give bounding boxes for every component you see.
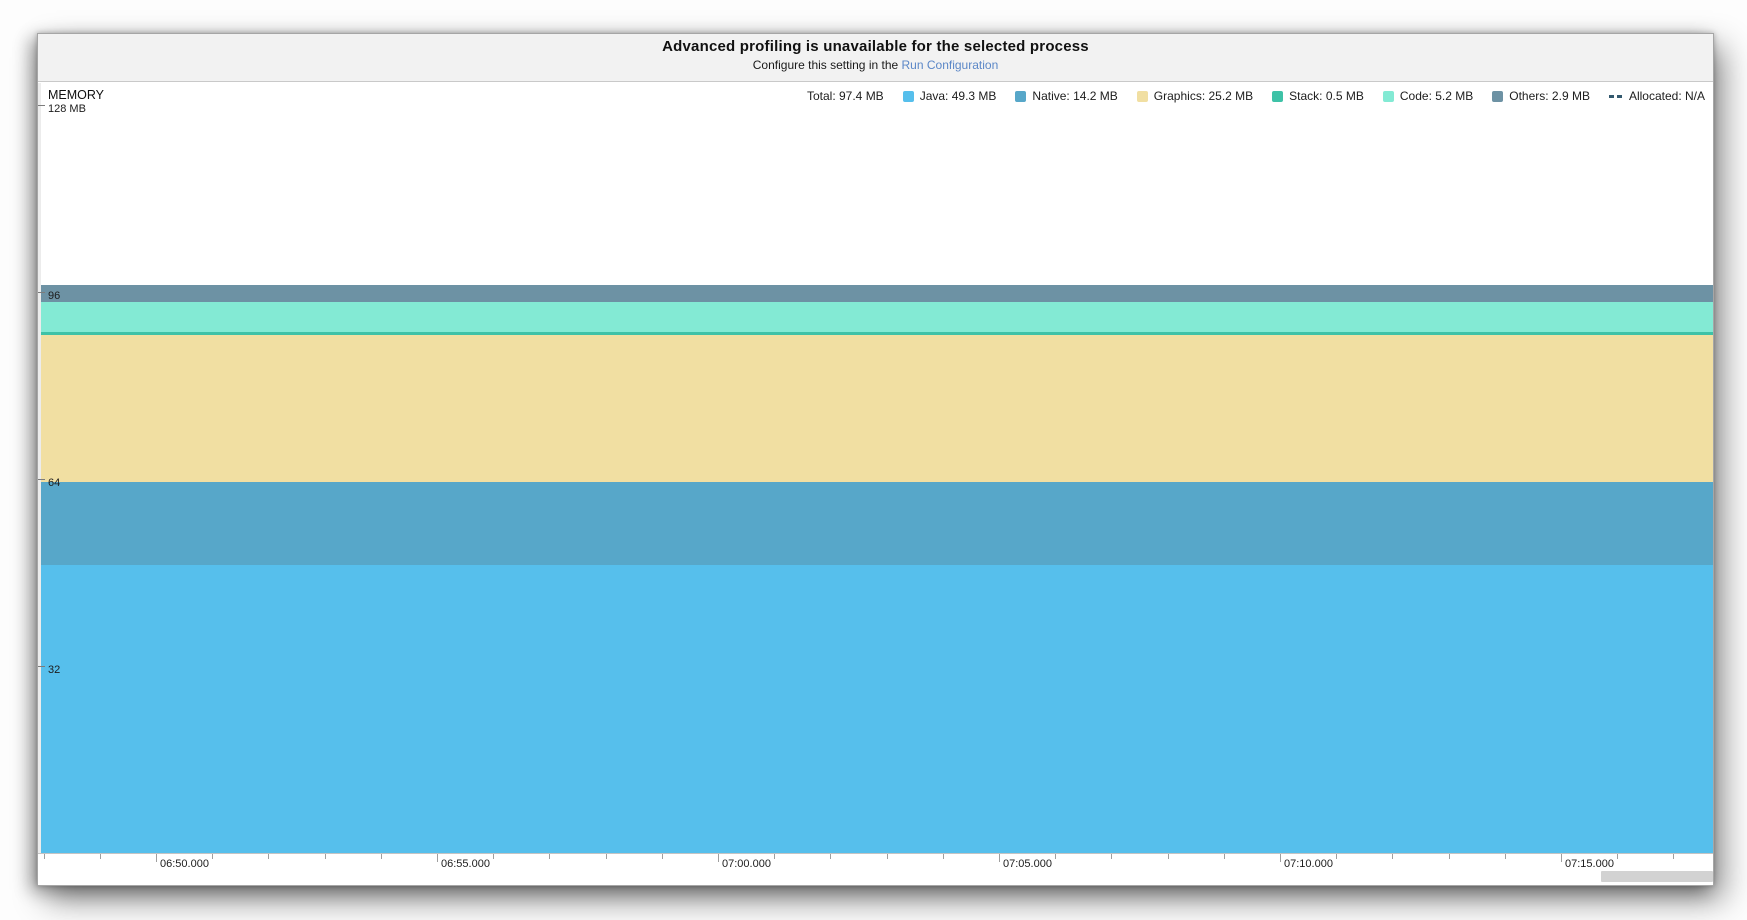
banner-title: Advanced profiling is unavailable for th…: [662, 38, 1089, 55]
x-tick-label: 07:05.000: [1003, 858, 1052, 870]
others-area[interactable]: [41, 284, 1713, 302]
x-minor-tick-mark: [1617, 854, 1618, 859]
x-minor-tick-mark: [1168, 854, 1169, 859]
legend-item-others: Others: 2.9 MB: [1492, 89, 1590, 103]
x-minor-tick-mark: [943, 854, 944, 859]
legend-label: Others: 2.9 MB: [1509, 89, 1590, 103]
banner-subtitle: Configure this setting in the Run Config…: [38, 58, 1713, 72]
x-tick-label: 07:10.000: [1284, 858, 1333, 870]
stack-swatch-icon: [1272, 90, 1284, 102]
banner-subtitle-text: Configure this setting in the: [752, 58, 899, 72]
x-minor-tick-mark: [774, 854, 775, 859]
x-minor-tick-mark: [381, 854, 382, 859]
x-minor-tick-mark: [549, 854, 550, 859]
y-tick-label: 128 MB: [48, 103, 86, 116]
legend-label: Allocated: N/A: [1628, 89, 1705, 103]
x-tick-label: 07:15.000: [1565, 858, 1614, 870]
x-minor-tick-mark: [606, 854, 607, 859]
y-axis-gutter: [38, 83, 41, 853]
x-major-tick-mark: [1280, 854, 1281, 862]
native-area[interactable]: [41, 482, 1713, 566]
x-minor-tick-mark: [1449, 854, 1450, 859]
x-minor-tick-mark: [1224, 854, 1225, 859]
legend-item-graphics: Graphics: 25.2 MB: [1136, 89, 1254, 103]
x-minor-tick-mark: [830, 854, 831, 859]
x-major-tick-mark: [999, 854, 1000, 862]
allocated-dashed-line-icon: [1608, 91, 1623, 102]
memory-timeline-plot[interactable]: MEMORY Total: 97.4 MB Java: 49.3 MB Native…: [38, 83, 1713, 885]
advanced-profiling-banner: Advanced profiling is unavailable for th…: [38, 34, 1713, 82]
native-swatch-icon: [1015, 90, 1027, 102]
x-minor-tick-mark: [325, 854, 326, 859]
x-major-tick-mark: [1561, 854, 1562, 862]
y-tick-mark: [38, 105, 45, 107]
y-tick-mark: [38, 479, 45, 481]
legend-label: Code: 5.2 MB: [1399, 89, 1474, 103]
x-major-tick-mark: [156, 854, 157, 862]
y-tick-label: 32: [48, 664, 61, 677]
y-tick-mark: [38, 292, 45, 294]
legend-label: Native: 14.2 MB: [1032, 89, 1118, 103]
code-swatch-icon: [1382, 90, 1394, 102]
x-minor-tick-mark: [1336, 854, 1337, 859]
memory-legend: Total: 97.4 MB Java: 49.3 MB Native: 14.2 …: [807, 89, 1705, 103]
legend-item-stack: Stack: 0.5 MB: [1272, 89, 1364, 103]
stack-area[interactable]: [41, 332, 1713, 335]
run-configuration-link[interactable]: Run Configuration: [901, 58, 999, 72]
x-tick-label: 07:00.000: [722, 858, 771, 870]
others-swatch-icon: [1492, 90, 1504, 102]
legend-item-total: Total: 97.4 MB: [807, 89, 884, 103]
java-swatch-icon: [902, 90, 914, 102]
x-minor-tick-mark: [1392, 854, 1393, 859]
code-area[interactable]: [41, 301, 1713, 333]
memory-section-label: MEMORY: [48, 88, 105, 102]
graphics-swatch-icon: [1136, 90, 1148, 102]
x-major-tick-mark: [437, 854, 438, 862]
x-minor-tick-mark: [44, 854, 45, 859]
x-minor-tick-mark: [662, 854, 663, 859]
x-minor-tick-mark: [1111, 854, 1112, 859]
legend-item-allocated: Allocated: N/A: [1608, 89, 1705, 103]
legend-label: Java: 49.3 MB: [919, 89, 997, 103]
legend-label: Total: 97.4 MB: [806, 89, 884, 103]
legend-label: Graphics: 25.2 MB: [1153, 89, 1254, 103]
x-minor-tick-mark: [212, 854, 213, 859]
x-minor-tick-mark: [100, 854, 101, 859]
legend-item-native: Native: 14.2 MB: [1015, 89, 1118, 103]
x-tick-label: 06:55.000: [441, 858, 490, 870]
legend-label: Stack: 0.5 MB: [1289, 89, 1364, 103]
x-minor-tick-mark: [268, 854, 269, 859]
x-minor-tick-mark: [1055, 854, 1056, 859]
graphics-area[interactable]: [41, 334, 1713, 483]
legend-item-java: Java: 49.3 MB: [902, 89, 997, 103]
y-tick-mark: [38, 666, 45, 668]
x-minor-tick-mark: [493, 854, 494, 859]
y-tick-label: 96: [48, 290, 61, 303]
x-major-tick-mark: [718, 854, 719, 862]
horizontal-scrollbar-thumb[interactable]: [1601, 871, 1713, 882]
x-minor-tick-mark: [1505, 854, 1506, 859]
java-area[interactable]: [41, 565, 1713, 853]
profiler-window: Advanced profiling is unavailable for th…: [37, 33, 1714, 886]
legend-item-code: Code: 5.2 MB: [1382, 89, 1474, 103]
y-tick-label: 64: [48, 477, 61, 490]
x-minor-tick-mark: [1673, 854, 1674, 859]
x-axis-line: [38, 853, 1713, 854]
x-minor-tick-mark: [887, 854, 888, 859]
x-tick-label: 06:50.000: [160, 858, 209, 870]
